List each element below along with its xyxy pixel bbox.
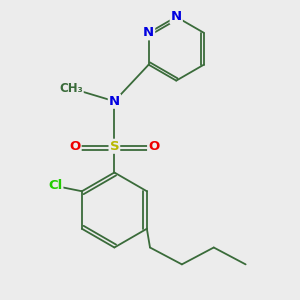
Text: O: O [148, 140, 159, 153]
Text: N: N [171, 11, 182, 23]
Text: S: S [110, 140, 119, 153]
Text: CH₃: CH₃ [59, 82, 83, 94]
Text: N: N [143, 26, 154, 39]
Text: Cl: Cl [49, 179, 63, 192]
Text: N: N [109, 95, 120, 108]
Text: O: O [69, 140, 81, 153]
